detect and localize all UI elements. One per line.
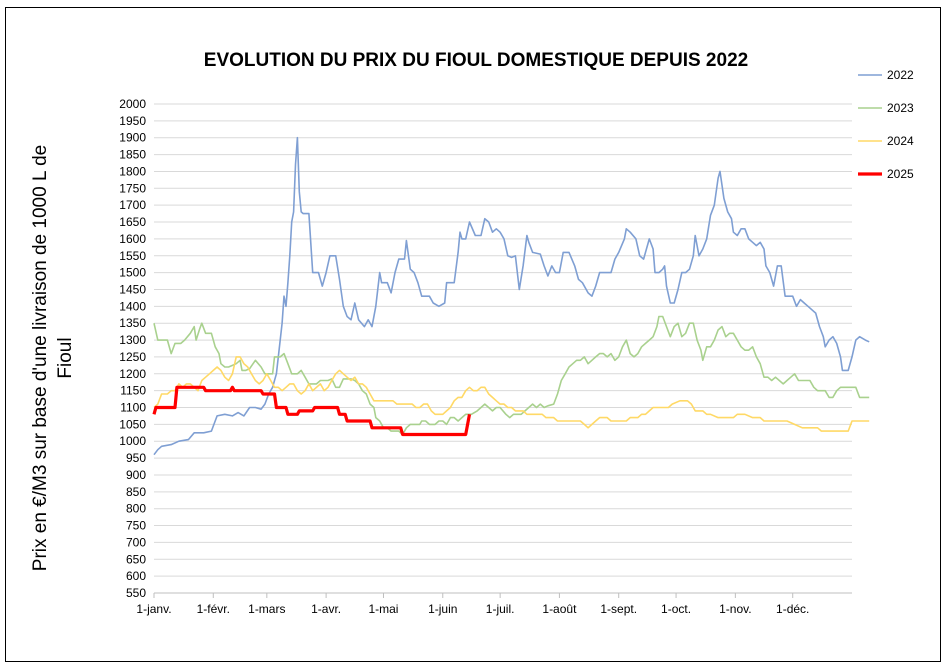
y-tick-label: 1900 — [119, 131, 146, 145]
x-tick-label: 1-juil. — [486, 602, 515, 616]
series-line-2023 — [153, 315, 870, 436]
y-tick-label: 1400 — [119, 299, 146, 313]
y-tick-label: 1750 — [119, 181, 146, 195]
y-tick-label: 1000 — [119, 434, 146, 448]
y-tick-label: 1300 — [119, 333, 146, 347]
y-tick-label: 1600 — [119, 232, 146, 246]
x-tick-label: 1-avr. — [311, 602, 341, 616]
gridlines — [154, 103, 852, 594]
y-tick-label: 1050 — [119, 417, 146, 431]
series-line-2022 — [153, 136, 870, 456]
y-tick-label: 1500 — [119, 266, 146, 280]
y-tick-label: 850 — [126, 485, 146, 499]
y-tick-label: 2000 — [119, 97, 146, 111]
chart-frame: 550 600 650 700 750 800 850 900 950 1000 1050 1100 1… — [5, 7, 941, 662]
chart-title: EVOLUTION DU PRIX DU FIOUL DOMESTIQUE DE… — [204, 50, 748, 71]
y-tick-label: 900 — [126, 468, 146, 482]
y-tick-label: 1250 — [119, 350, 146, 364]
y-tick-label: 1150 — [120, 384, 146, 398]
y-tick-label: 1450 — [119, 282, 146, 296]
x-tick-label: 1-déc. — [776, 602, 809, 616]
y-tick-label: 1350 — [119, 316, 146, 330]
x-tick-label: 1-oct. — [661, 602, 691, 616]
y-tick-label: 1950 — [119, 114, 146, 128]
series-line-2025 — [152, 385, 472, 437]
series-line-2024 — [153, 356, 870, 432]
y-tick-label: 950 — [126, 451, 146, 465]
x-tick-label: 1-mars — [248, 602, 285, 616]
x-tick-label: 1-juin — [428, 602, 457, 616]
y-tick-label: 1700 — [119, 198, 146, 212]
y-tick-label: 1100 — [120, 401, 146, 415]
x-tick-label: 1-août — [542, 602, 577, 616]
x-tick-label: 1-sept. — [600, 602, 637, 616]
legend-label-2025: 2025 — [887, 167, 914, 181]
y-axis-label: Prix en €/M3 sur base d'une livraison de… — [30, 145, 76, 571]
y-tick-label: 650 — [126, 552, 146, 566]
y-axis-label-line1: Prix en €/M3 sur base d'une livraison de… — [30, 145, 51, 571]
legend-label-2024: 2024 — [887, 134, 914, 148]
fuel-price-line-chart: 550 600 650 700 750 800 850 900 950 1000 1050 1100 1… — [30, 50, 914, 616]
series-lines — [152, 136, 870, 456]
legend-label-2023: 2023 — [887, 101, 914, 115]
y-tick-label: 550 — [126, 586, 146, 600]
axes: 550 600 650 700 750 800 850 900 950 1000 1050 1100 1… — [119, 97, 852, 616]
y-tick-label: 1650 — [119, 215, 146, 229]
y-tick-label: 700 — [126, 535, 146, 549]
x-tick-label: 1-févr. — [197, 602, 230, 616]
y-tick-label: 800 — [126, 502, 146, 516]
y-tick-label: 1850 — [119, 148, 146, 162]
y-tick-label: 600 — [126, 569, 146, 583]
y-axis-label-line2: Fioul — [55, 337, 76, 378]
y-tick-label: 1200 — [119, 367, 146, 381]
y-tick-label: 1800 — [119, 164, 146, 178]
x-tick-label: 1-janv. — [136, 602, 171, 616]
y-tick-label: 1550 — [119, 249, 146, 263]
x-tick-label: 1-nov. — [719, 602, 751, 616]
x-tick-label: 1-mai — [368, 602, 398, 616]
y-tick-label: 750 — [126, 519, 146, 533]
legend-label-2022: 2022 — [887, 68, 914, 82]
legend: 2022 2023 2024 2025 — [858, 68, 914, 181]
